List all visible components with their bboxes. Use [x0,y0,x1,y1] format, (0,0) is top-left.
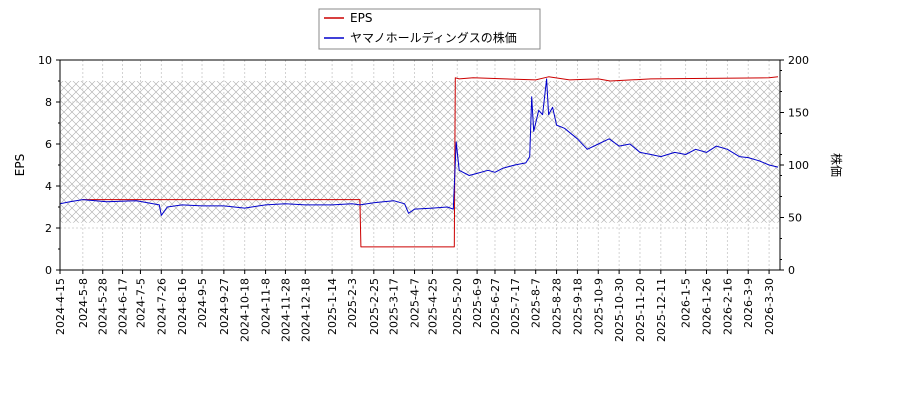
x-tick-label: 2025-4-25 [426,278,439,335]
x-tick-label: 2026-2-16 [721,278,734,335]
y-tick-label-right: 0 [788,264,795,277]
x-tick-label: 2024-10-18 [239,278,252,342]
x-tick-label: 2025-6-27 [489,278,502,335]
x-tick-label: 2025-10-9 [592,278,605,335]
y-tick-label-left: 0 [45,264,52,277]
x-tick-label: 2025-6-9 [471,278,484,328]
y-tick-label-left: 10 [38,54,52,67]
x-tick-label: 2024-11-28 [279,278,292,342]
x-tick-label: 2026-3-30 [763,278,776,335]
y-tick-label-right: 200 [788,54,809,67]
y-tick-label-left: 6 [45,138,52,151]
x-tick-label: 2024-9-5 [196,278,209,328]
x-tick-label: 2026-3-9 [742,278,755,328]
x-tick-label: 2025-7-17 [509,278,522,335]
x-tick-label: 2025-8-28 [551,278,564,335]
x-tick-label: 2026-1-26 [701,278,714,335]
y-axis-left: 0 2 4 6 8 10 [38,54,60,277]
x-tick-label: 2024-11-8 [260,278,273,335]
x-tick-label: 2025-10-30 [613,278,626,342]
x-tick-label: 2025-12-11 [655,278,668,342]
y-tick-label-left: 8 [45,96,52,109]
y-tick-label-left: 2 [45,222,52,235]
y-axis-title-left: EPS [13,154,27,176]
y-tick-label-right: 100 [788,159,809,172]
x-tick-label: 2024-8-16 [176,278,189,335]
x-tick-label: 2025-11-20 [634,278,647,342]
x-tick-label: 2024-7-26 [155,278,168,335]
y-tick-label-left: 4 [45,180,52,193]
series-line-eps [82,76,779,248]
legend-label-eps: EPS [350,11,372,25]
series-layer [60,76,779,248]
legend: EPS ヤマノホールディングスの株価 [318,8,541,50]
legend-label-price: ヤマノホールディングスの株価 [350,30,517,45]
x-tick-label: 2024-4-15 [54,278,67,335]
x-tick-label: 2025-1-14 [326,278,339,335]
legend-box [318,8,541,50]
y-axis-right: 0 50 100 150 200 [780,54,809,277]
x-tick-label: 2026-1-5 [680,278,693,328]
x-tick-label: 2024-12-18 [299,278,312,342]
x-axis: 2024-4-15 2024-5-8 2024-5-28 2024-6-17 2024-… [54,270,776,342]
y-tick-label-right: 50 [788,212,802,225]
x-tick-label: 2025-9-18 [571,278,584,335]
x-tick-label: 2025-5-20 [451,278,464,335]
series-line-price [60,78,779,216]
x-tick-label: 2024-7-5 [134,278,147,328]
x-tick-label: 2025-2-3 [346,278,359,328]
x-tick-label: 2024-9-27 [218,278,231,335]
x-tick-label: 2024-6-17 [117,278,130,335]
x-tick-label: 2024-5-28 [97,278,110,335]
x-tick-label: 2025-3-17 [388,278,401,335]
x-tick-label: 2024-5-8 [77,278,90,328]
x-tick-label: 2025-4-7 [409,278,422,328]
y-tick-label-right: 150 [788,107,809,120]
x-tick-label: 2025-8-7 [530,278,543,328]
y-axis-title-right: 株価 [829,153,844,177]
x-tick-label: 2025-2-25 [368,278,381,335]
